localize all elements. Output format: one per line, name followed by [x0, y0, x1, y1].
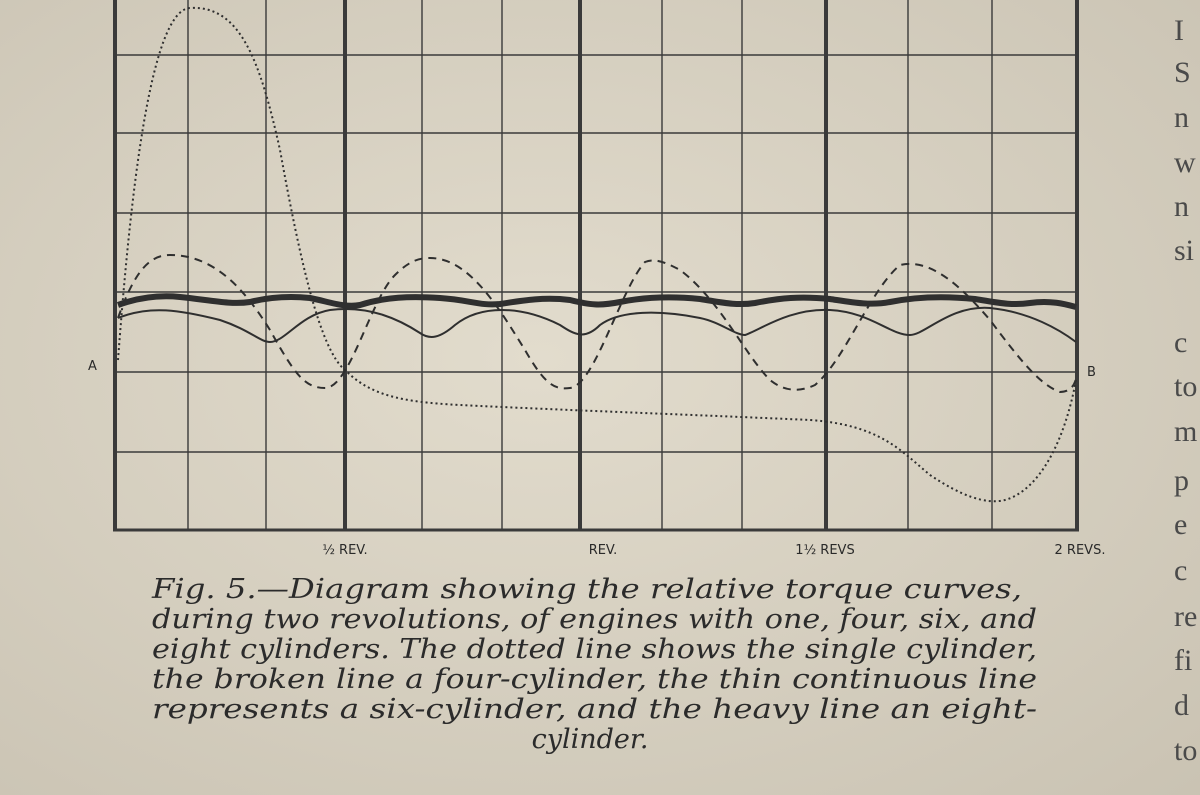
x-labels: ½ REV. REV. 1½ REVS 2 REVS. [322, 543, 1105, 558]
x-label: 1½ REVS [795, 543, 854, 558]
caption-line: eight cylinders. The dotted line shows t… [152, 634, 1037, 665]
caption-line: Fig. 5.—Diagram showing the relative tor… [151, 574, 1022, 605]
start-label: A [88, 359, 97, 374]
x-label: ½ REV. [322, 543, 367, 558]
eight-cylinder-curve [116, 293, 1077, 310]
six-cylinder-curve [117, 306, 1077, 344]
x-label: REV. [589, 543, 618, 558]
margin-fragment: w [1174, 146, 1196, 179]
margin-fragment: re [1174, 600, 1197, 633]
caption-line: cylinder. [532, 724, 649, 755]
margin-fragment: e [1174, 508, 1187, 541]
margin-fragment: n [1174, 101, 1189, 134]
margin-fragment: c [1174, 326, 1187, 359]
end-label: B [1087, 365, 1096, 380]
x-label: 2 REVS. [1055, 543, 1106, 558]
margin-fragment: d [1174, 689, 1189, 722]
margin-fragment: si [1174, 234, 1194, 267]
four-cylinder-curve [117, 253, 1077, 394]
margin-fragment: fi [1174, 644, 1192, 677]
margin-fragment: S [1174, 56, 1191, 89]
margin-fragment: to [1174, 734, 1197, 767]
margin-fragment: n [1174, 190, 1189, 223]
caption-line: during two revolutions, of engines with … [152, 604, 1037, 635]
caption-line: the broken line a four-cylinder, the thi… [152, 664, 1037, 695]
margin-fragment: p [1174, 464, 1189, 497]
margin-fragment: I [1174, 14, 1184, 47]
caption: Fig. 5.—Diagram showing the relative tor… [151, 574, 1037, 755]
margin-fragment: c [1174, 554, 1187, 587]
grid [113, 0, 1079, 532]
curves [116, 6, 1077, 503]
caption-line: represents a six-cylinder, and the heavy… [152, 694, 1037, 725]
margin-fragment: m [1174, 415, 1197, 448]
margin-fragment: to [1174, 370, 1197, 403]
